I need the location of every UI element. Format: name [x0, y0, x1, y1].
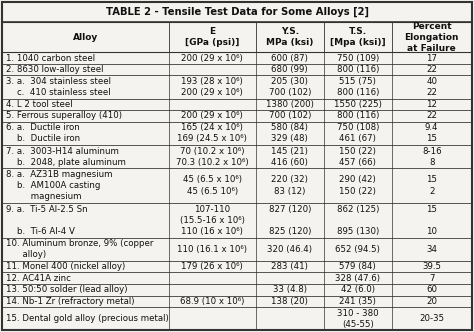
Bar [2, 75, 472, 99]
Text: 515 (75)
800 (116): 515 (75) 800 (116) [337, 77, 379, 97]
Text: 45 (6.5 x 10⁶)
45 (6.5 10⁶): 45 (6.5 x 10⁶) 45 (6.5 10⁶) [183, 176, 242, 196]
Text: 241 (35): 241 (35) [339, 297, 376, 306]
Text: 15
2: 15 2 [426, 176, 437, 196]
Text: 15. Dental gold alloy (precious metal): 15. Dental gold alloy (precious metal) [6, 314, 168, 323]
Text: 107-110
(15.5-16 x 10⁶)
110 (16 x 10⁶): 107-110 (15.5-16 x 10⁶) 110 (16 x 10⁶) [180, 205, 245, 236]
Text: 200 (29 x 10⁶): 200 (29 x 10⁶) [182, 112, 243, 121]
Text: 800 (116): 800 (116) [337, 112, 379, 121]
Bar [2, 22, 472, 52]
Text: Alloy: Alloy [73, 33, 98, 42]
Text: 205 (30)
700 (102): 205 (30) 700 (102) [269, 77, 311, 97]
Text: T.S.
[Mpa (ksi)]: T.S. [Mpa (ksi)] [330, 27, 386, 47]
Text: 320 (46.4): 320 (46.4) [267, 245, 312, 254]
Bar [2, 284, 472, 295]
Text: 110 (16.1 x 10⁶): 110 (16.1 x 10⁶) [177, 245, 247, 254]
Text: 1380 (200): 1380 (200) [266, 100, 314, 109]
Text: 60: 60 [426, 285, 437, 294]
Text: 9. a.  Ti-5 Al-2.5 Sn

    b.  Ti-6 Al-4 V: 9. a. Ti-5 Al-2.5 Sn b. Ti-6 Al-4 V [6, 205, 87, 236]
Text: 700 (102): 700 (102) [269, 112, 311, 121]
Text: 1. 1040 carbon steel: 1. 1040 carbon steel [6, 53, 95, 62]
Bar [2, 52, 472, 64]
Text: 42 (6.0): 42 (6.0) [341, 285, 375, 294]
Text: 33 (4.8): 33 (4.8) [273, 285, 307, 294]
Text: 145 (21)
416 (60): 145 (21) 416 (60) [271, 146, 308, 167]
Text: 6. a.  Ductile iron
    b.  Ductile iron: 6. a. Ductile iron b. Ductile iron [6, 123, 80, 143]
Bar [2, 64, 472, 75]
Text: 40
22: 40 22 [426, 77, 437, 97]
Text: 14. Nb-1 Zr (refractory metal): 14. Nb-1 Zr (refractory metal) [6, 297, 134, 306]
Text: 200 (29 x 10⁶): 200 (29 x 10⁶) [182, 53, 243, 62]
Text: 165 (24 x 10⁶)
169 (24.5 x 10⁶): 165 (24 x 10⁶) 169 (24.5 x 10⁶) [177, 123, 247, 143]
Text: 138 (20): 138 (20) [271, 297, 308, 306]
Text: 70 (10.2 x 10⁶)
70.3 (10.2 x 10⁶): 70 (10.2 x 10⁶) 70.3 (10.2 x 10⁶) [176, 146, 249, 167]
Text: 193 (28 x 10⁶)
200 (29 x 10⁶): 193 (28 x 10⁶) 200 (29 x 10⁶) [182, 77, 243, 97]
Bar [2, 203, 472, 238]
Bar [2, 295, 472, 307]
Text: 2. 8630 low-alloy steel: 2. 8630 low-alloy steel [6, 65, 103, 74]
Text: 150 (22)
457 (66): 150 (22) 457 (66) [339, 146, 376, 167]
Bar [2, 99, 472, 110]
Bar [2, 122, 472, 145]
Bar [2, 145, 472, 168]
Text: Y.S.
MPa (ksi): Y.S. MPa (ksi) [266, 27, 313, 47]
Text: 600 (87): 600 (87) [271, 53, 308, 62]
Text: 328 (47.6): 328 (47.6) [335, 274, 380, 283]
Text: 750 (109): 750 (109) [337, 53, 379, 62]
Bar [2, 238, 472, 261]
Bar [2, 110, 472, 122]
Text: 17: 17 [426, 53, 437, 62]
Text: 39.5: 39.5 [422, 262, 441, 271]
Text: 68.9 (10 x 10⁶): 68.9 (10 x 10⁶) [180, 297, 245, 306]
Text: 22: 22 [426, 112, 437, 121]
Text: 5. Ferrous superalloy (410): 5. Ferrous superalloy (410) [6, 112, 122, 121]
Text: 680 (99): 680 (99) [272, 65, 308, 74]
Text: E
[GPa (psi)]: E [GPa (psi)] [185, 27, 239, 47]
Text: 862 (125)

895 (130): 862 (125) 895 (130) [337, 205, 379, 236]
Text: 20-35: 20-35 [419, 314, 444, 323]
Text: 20: 20 [426, 297, 437, 306]
Text: 310 - 380
(45-55): 310 - 380 (45-55) [337, 309, 379, 329]
Text: 8-16
8: 8-16 8 [422, 146, 442, 167]
Text: 7: 7 [429, 274, 435, 283]
Text: 179 (26 x 10⁶): 179 (26 x 10⁶) [182, 262, 243, 271]
Text: 22: 22 [426, 65, 437, 74]
Text: 3. a.  304 stainless steel
    c.  410 stainless steel: 3. a. 304 stainless steel c. 410 stainle… [6, 77, 110, 97]
Text: 9.4
15: 9.4 15 [425, 123, 438, 143]
Text: 283 (41): 283 (41) [271, 262, 308, 271]
Text: 580 (84)
329 (48): 580 (84) 329 (48) [271, 123, 308, 143]
Bar [2, 261, 472, 273]
Text: 12. AC41A zinc: 12. AC41A zinc [6, 274, 71, 283]
Text: 7. a.  3003-H14 aluminum
    b.  2048, plate aluminum: 7. a. 3003-H14 aluminum b. 2048, plate a… [6, 146, 126, 167]
Text: 10. Aluminum bronze, 9% (copper
      alloy): 10. Aluminum bronze, 9% (copper alloy) [6, 239, 153, 259]
Bar [2, 2, 472, 22]
Text: TABLE 2 - Tensile Test Data for Some Alloys [2]: TABLE 2 - Tensile Test Data for Some All… [106, 7, 368, 17]
Bar [2, 307, 472, 330]
Text: 8. a.  AZ31B magnesium
    b.  AM100A casting
         magnesium: 8. a. AZ31B magnesium b. AM100A casting … [6, 170, 112, 201]
Text: Percent
Elongation
at Failure: Percent Elongation at Failure [404, 22, 459, 53]
Text: 13. 50:50 solder (lead alloy): 13. 50:50 solder (lead alloy) [6, 285, 127, 294]
Text: 15

10: 15 10 [426, 205, 437, 236]
Text: 1550 (225): 1550 (225) [334, 100, 382, 109]
Text: 827 (120)

825 (120): 827 (120) 825 (120) [269, 205, 311, 236]
Text: 800 (116): 800 (116) [337, 65, 379, 74]
Text: 4. L 2 tool steel: 4. L 2 tool steel [6, 100, 72, 109]
Text: 652 (94.5): 652 (94.5) [336, 245, 380, 254]
Text: 579 (84): 579 (84) [339, 262, 376, 271]
Bar [2, 273, 472, 284]
Text: 34: 34 [426, 245, 437, 254]
Text: 750 (108)
461 (67): 750 (108) 461 (67) [337, 123, 379, 143]
Bar [2, 168, 472, 203]
Text: 290 (42)
150 (22): 290 (42) 150 (22) [339, 176, 376, 196]
Text: 12: 12 [426, 100, 437, 109]
Text: 11. Monel 400 (nickel alloy): 11. Monel 400 (nickel alloy) [6, 262, 125, 271]
Text: 220 (32)
83 (12): 220 (32) 83 (12) [271, 176, 308, 196]
